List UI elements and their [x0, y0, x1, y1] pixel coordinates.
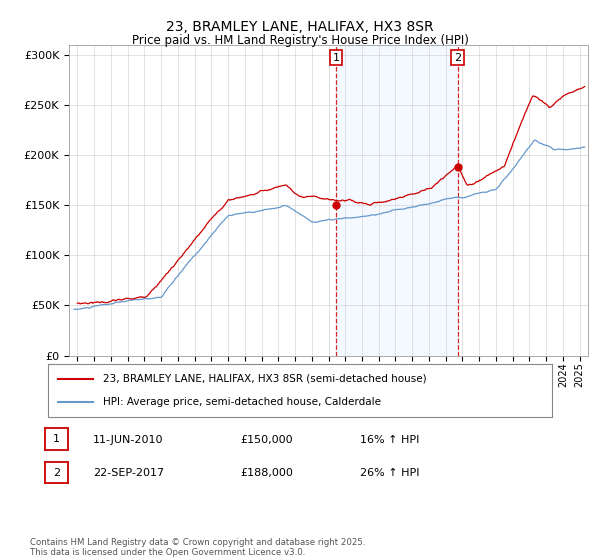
Bar — [336, 45, 458, 356]
Text: 16% ↑ HPI: 16% ↑ HPI — [360, 435, 419, 445]
Text: 1: 1 — [332, 53, 340, 63]
Text: 1: 1 — [53, 434, 60, 444]
Text: 22-SEP-2017: 22-SEP-2017 — [93, 468, 164, 478]
Text: 23, BRAMLEY LANE, HALIFAX, HX3 8SR (semi-detached house): 23, BRAMLEY LANE, HALIFAX, HX3 8SR (semi… — [103, 374, 427, 384]
Text: 2: 2 — [53, 468, 60, 478]
Text: Contains HM Land Registry data © Crown copyright and database right 2025.
This d: Contains HM Land Registry data © Crown c… — [30, 538, 365, 557]
Text: £188,000: £188,000 — [240, 468, 293, 478]
Text: 26% ↑ HPI: 26% ↑ HPI — [360, 468, 419, 478]
Text: 23, BRAMLEY LANE, HALIFAX, HX3 8SR: 23, BRAMLEY LANE, HALIFAX, HX3 8SR — [166, 20, 434, 34]
Text: £150,000: £150,000 — [240, 435, 293, 445]
Text: 2: 2 — [454, 53, 461, 63]
Text: Price paid vs. HM Land Registry's House Price Index (HPI): Price paid vs. HM Land Registry's House … — [131, 34, 469, 46]
Text: 11-JUN-2010: 11-JUN-2010 — [93, 435, 163, 445]
Text: HPI: Average price, semi-detached house, Calderdale: HPI: Average price, semi-detached house,… — [103, 397, 382, 407]
